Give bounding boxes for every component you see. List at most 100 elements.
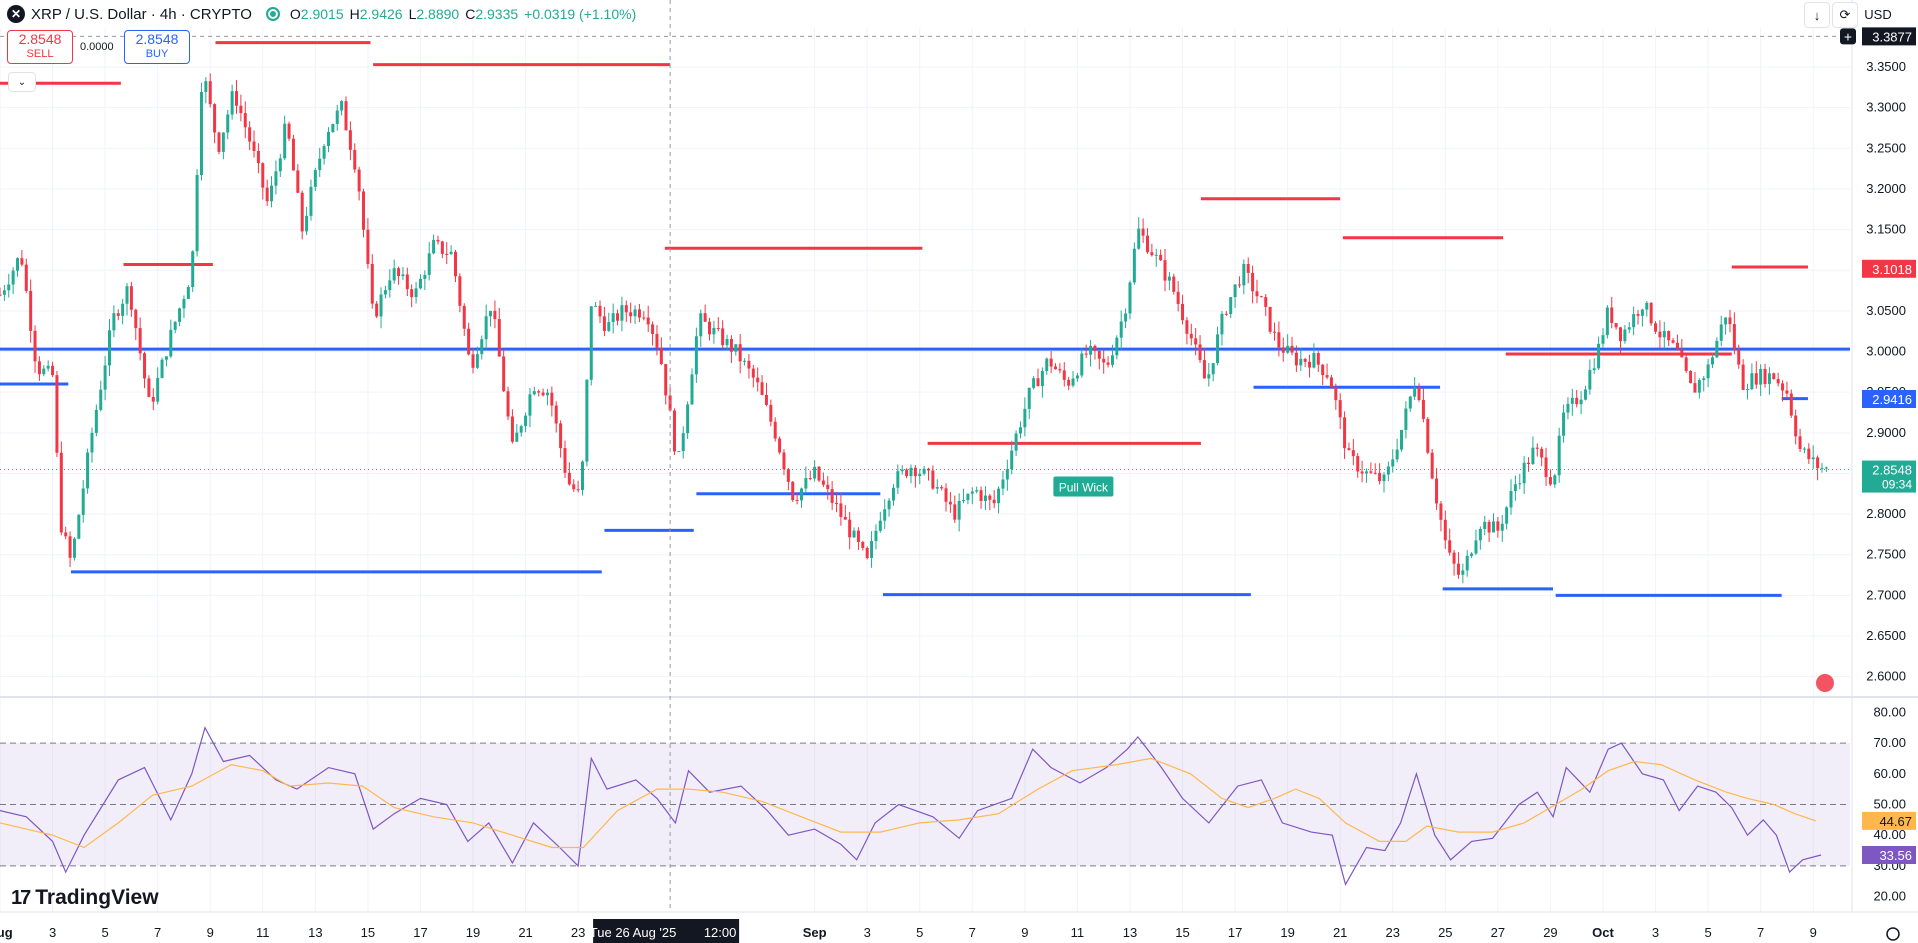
price-label-box: [1862, 389, 1916, 408]
time-tick-label: 5: [101, 925, 108, 940]
candle-body: [1018, 427, 1022, 434]
candle-body: [563, 448, 567, 473]
time-tick-label: 9: [1810, 925, 1817, 940]
time-axis[interactable]: Aug 3 5 7 9 11 13 15 17 19 21 23 Sep 3 5 7 9 11 13 15 17 19 21…: [0, 919, 1900, 943]
candle-body: [375, 303, 379, 317]
candle-body: [1759, 368, 1763, 385]
refresh-button[interactable]: ⟳: [1832, 2, 1858, 28]
candle-body: [1781, 383, 1785, 391]
candle-body: [103, 365, 107, 390]
candle-body: [1264, 297, 1268, 307]
candle-body: [1347, 448, 1351, 451]
market-open-indicator: [265, 7, 280, 21]
currency-selector[interactable]: USD: [1861, 2, 1895, 26]
candle-body: [1527, 462, 1531, 465]
download-button[interactable]: ↓: [1804, 2, 1830, 28]
candle-body: [1299, 358, 1303, 366]
candle-body: [624, 305, 628, 313]
candle-body: [611, 313, 615, 323]
candle-body: [1706, 364, 1710, 379]
candle-body: [515, 432, 519, 442]
time-tick-label: 7: [154, 925, 161, 940]
candle-body: [616, 313, 620, 321]
candle-body: [852, 530, 856, 538]
candle-body: [778, 438, 782, 453]
candle-body: [1820, 467, 1824, 469]
candle-body: [1277, 332, 1281, 348]
candle-body: [357, 169, 361, 192]
price-tick-label: 3.0000: [1866, 344, 1906, 359]
candle-body: [1325, 375, 1329, 378]
time-tick-label: 11: [1071, 925, 1085, 940]
candle-body: [256, 150, 260, 164]
candle-body: [1478, 528, 1482, 541]
candle-body: [1181, 303, 1185, 321]
price-axis[interactable]: 3.35003.30003.25003.20003.15003.10003.05…: [1866, 59, 1906, 904]
tradingview-logo[interactable]: 17 TradingView: [11, 886, 159, 910]
candle-body: [1049, 358, 1053, 367]
candle-body: [1198, 344, 1202, 361]
candle-body: [326, 132, 330, 147]
candle-body: [1067, 379, 1071, 386]
buy-button[interactable]: 2.8548 BUY: [124, 30, 190, 64]
candle-body: [467, 328, 471, 355]
price-tick-label: 2.6500: [1866, 628, 1906, 643]
candle-body: [1509, 491, 1513, 508]
candle-body: [764, 394, 768, 405]
candle-body: [651, 324, 655, 334]
candle-body: [370, 263, 374, 304]
candle-body: [1535, 447, 1539, 449]
candle-body: [1137, 228, 1141, 249]
candle-body: [24, 264, 28, 291]
candle-body: [1667, 330, 1671, 341]
candle-body: [1601, 335, 1605, 344]
candle-body: [1141, 228, 1145, 236]
candle-body: [1776, 379, 1780, 384]
candle-body: [1408, 396, 1412, 409]
candle-body: [147, 378, 151, 397]
candle-body: [186, 286, 190, 300]
sell-button[interactable]: 2.8548 SELL: [7, 30, 73, 64]
candle-body: [283, 123, 287, 159]
candle-body: [55, 375, 59, 453]
candle-body: [475, 354, 479, 368]
candle-body: [445, 253, 449, 255]
candle-body: [686, 404, 690, 434]
candle-body: [672, 410, 676, 452]
candle-body: [1150, 252, 1154, 256]
candle-body: [975, 490, 979, 492]
candle-body: [1474, 540, 1478, 554]
candle-body: [1623, 329, 1627, 342]
candle-body: [37, 361, 41, 375]
rsi-tick-label: 50.00: [1873, 797, 1906, 812]
candle-body: [29, 290, 33, 331]
candle-body: [1654, 323, 1658, 332]
symbol-title[interactable]: XRP / U.S. Dollar · 4h · CRYPTO: [31, 5, 252, 23]
crosshair-time-label: Tue 26 Aug '25: [590, 925, 677, 940]
candle-body: [1531, 447, 1535, 465]
candle-body: [248, 127, 252, 142]
candle-body: [1417, 387, 1421, 400]
ohlc-high: H2.9426: [349, 6, 403, 22]
candle-body: [848, 519, 852, 538]
candle-body: [1329, 377, 1333, 387]
candle-body: [922, 468, 926, 474]
crosshair: [0, 0, 1850, 912]
candle-body: [1124, 313, 1128, 322]
candle-body: [217, 132, 221, 152]
candle-body: [1640, 309, 1644, 316]
candle-body: [572, 484, 576, 490]
candle-body: [1816, 457, 1820, 469]
candle-body: [90, 432, 94, 453]
candle-body: [1386, 466, 1390, 475]
collapse-button[interactable]: ⌄: [8, 72, 36, 92]
candle-body: [1658, 331, 1662, 338]
refresh-icon: ⟳: [1839, 7, 1851, 22]
candle-body: [1728, 317, 1732, 325]
candle-body: [1553, 475, 1557, 485]
candle-body: [107, 330, 111, 366]
candle-body: [178, 308, 182, 322]
candle-body: [1343, 417, 1347, 449]
price-tick-label: 3.1500: [1866, 222, 1906, 237]
